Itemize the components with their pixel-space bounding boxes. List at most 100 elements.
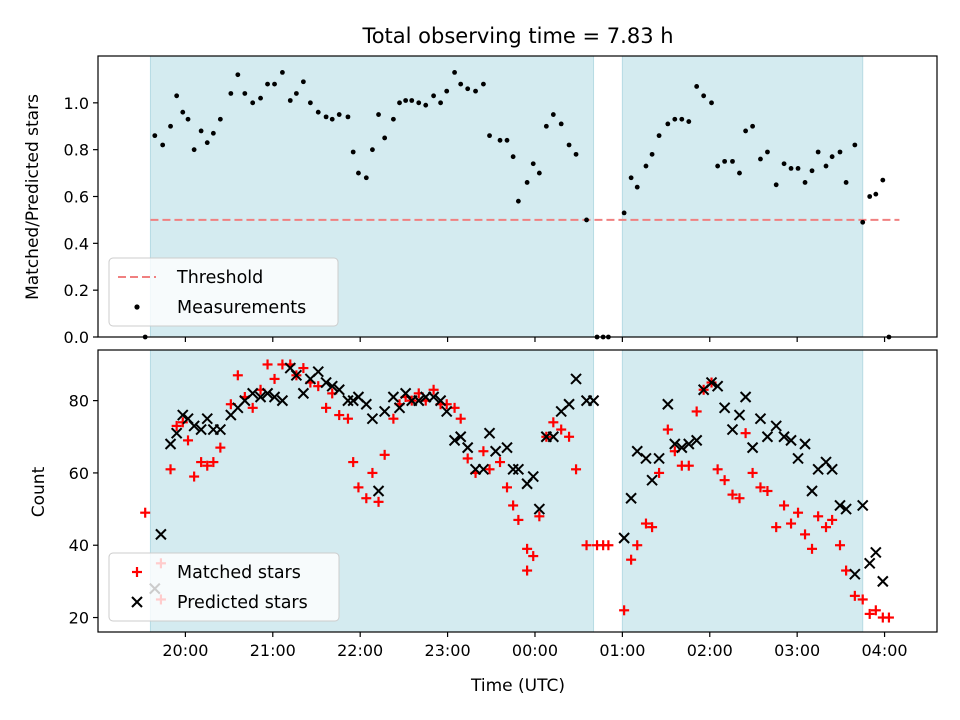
predicted-star-point (489, 445, 502, 457)
measurement-point (802, 180, 808, 185)
matched-star-point (813, 511, 824, 522)
predicted-star-point (640, 452, 652, 465)
measurement-point (397, 100, 402, 106)
predicted-star-point (683, 438, 695, 450)
bottom-ylabel: Count (29, 466, 49, 517)
measurement-point (345, 114, 351, 120)
measurement-point (280, 69, 285, 75)
predicted-star-point (533, 503, 546, 515)
measurement-point (524, 180, 530, 185)
measurement-point (307, 100, 313, 106)
predicted-star-point (570, 373, 582, 385)
matched-star-point (603, 540, 614, 551)
predicted-star-point (347, 394, 359, 407)
predicted-star-point (646, 474, 658, 486)
predicted-star-point (177, 409, 189, 421)
predicted-star-point (483, 427, 496, 439)
predicted-star-point (631, 445, 643, 457)
measurement-point (788, 166, 794, 171)
measurement-point (880, 177, 886, 183)
matched-star-point (165, 464, 176, 475)
matched-star-point (247, 402, 258, 413)
predicted-star-point (268, 391, 281, 403)
chart-title: Total observing time = 7.83 h (361, 24, 673, 48)
measurement-point (272, 81, 277, 87)
measurement-point (204, 140, 210, 146)
matched-star-point (140, 507, 151, 518)
predicted-star-point (261, 387, 274, 400)
predicted-star-point (188, 420, 200, 432)
predicted-star-point (547, 431, 560, 443)
matched-star-point (528, 551, 539, 562)
measurement-point (336, 112, 342, 117)
y-tick-label: 0.4 (64, 234, 89, 253)
predicted-star-point (527, 470, 539, 483)
measurement-point (376, 112, 381, 117)
matched-star-point (556, 424, 567, 435)
predicted-star-point (201, 412, 213, 425)
matched-star-point (619, 605, 630, 616)
legend-box (108, 257, 339, 327)
predicted-star-point (170, 427, 183, 439)
measurement-point (765, 149, 770, 155)
matched-star-point (800, 529, 811, 540)
measurement-point (185, 116, 191, 122)
measurement-point (363, 175, 369, 181)
legend-label: Matched stars (177, 563, 301, 583)
y-tick-label: 0.2 (64, 281, 89, 300)
matched-star-point (522, 565, 533, 576)
measurement-point (293, 91, 299, 96)
measurement-point (356, 170, 361, 176)
predicted-star-point (507, 463, 519, 476)
matched-star-point (727, 489, 738, 500)
matched-star-point (691, 406, 702, 417)
matched-star-point (548, 417, 559, 428)
matched-star-point (747, 467, 758, 478)
measurement-point (737, 170, 742, 176)
predicted-star-point (360, 398, 373, 410)
measurement-point (584, 217, 589, 223)
matched-star-point (379, 449, 390, 460)
measurement-point (530, 161, 536, 167)
predicted-star-point (761, 431, 774, 443)
y-tick-label: 40 (69, 536, 89, 555)
matched-star-point (834, 540, 845, 551)
measurement-point (829, 154, 835, 160)
measurement-point (174, 93, 180, 99)
matched-star-point (232, 370, 243, 381)
measurement-point (621, 210, 627, 216)
predicted-star-point (366, 412, 379, 425)
measurement-point (198, 128, 204, 134)
measurement-point (837, 149, 843, 155)
measurement-point (416, 100, 422, 106)
matched-star-point (647, 522, 658, 533)
matched-star-point (367, 467, 378, 478)
matched-star-point (202, 460, 213, 471)
top-panel: 0.0 0.2 0.4 0.6 0.8 1.0 Matched/Predicted sta… (23, 55, 938, 347)
shaded-region (621, 349, 864, 633)
measurement-point (823, 163, 829, 169)
matched-star-point (683, 460, 694, 471)
predicted-star-point (770, 420, 782, 432)
measurement-point (656, 133, 662, 139)
bottom-xlabel: Time (UTC) (470, 676, 565, 696)
predicted-star-point (276, 394, 289, 407)
predicted-star-point (326, 380, 338, 392)
y-tick-label: 1.0 (64, 94, 89, 113)
predicted-star-point (214, 423, 227, 436)
legend-predicted-swatch (131, 596, 143, 608)
matched-star-point (864, 608, 875, 619)
y-tick-label: 0.6 (64, 188, 89, 207)
measurement-point (686, 119, 692, 124)
predicted-star-point (826, 463, 838, 476)
measurement-point (634, 184, 640, 190)
measurement-point (750, 123, 755, 129)
measurement-point (390, 116, 396, 122)
measurement-point (423, 102, 429, 108)
matched-star-point (821, 522, 832, 533)
measurement-point (152, 133, 158, 139)
predicted-star-point (587, 394, 600, 407)
matched-star-point (719, 475, 730, 486)
measurement-point (210, 130, 216, 136)
predicted-star-point (164, 438, 177, 450)
